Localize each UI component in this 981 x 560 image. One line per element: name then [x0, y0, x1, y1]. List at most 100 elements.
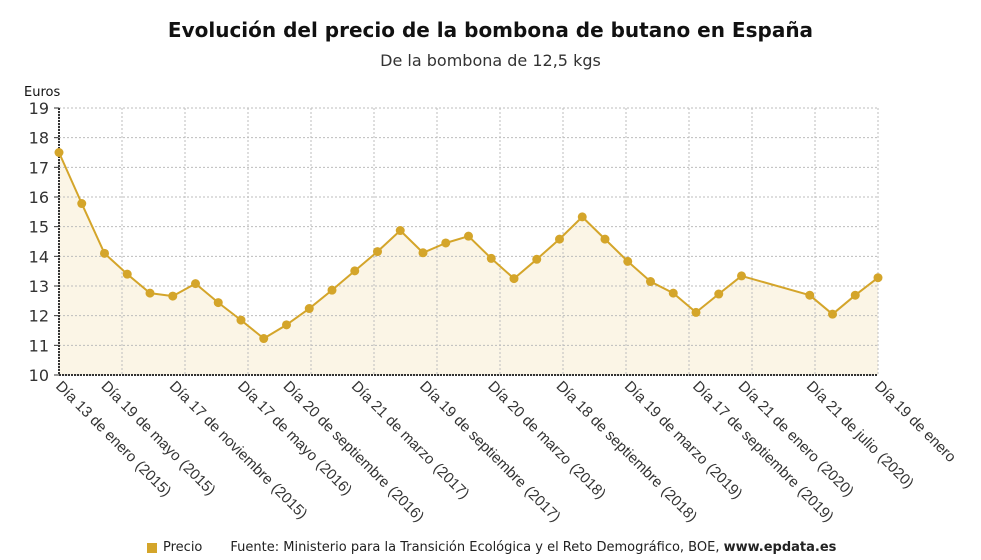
x-tick-label-line2: (2017) [521, 483, 564, 526]
x-tick-label-line2: (2020) [874, 449, 917, 492]
data-point [464, 231, 473, 241]
series-line-segment [558, 216, 583, 240]
data-point [532, 254, 542, 264]
data-point [555, 234, 564, 244]
x-tick-label-line2: (2018) [658, 483, 701, 526]
series-line-segment [80, 203, 106, 254]
legend-swatch [147, 543, 157, 553]
data-point [122, 269, 132, 279]
x-tick-label-line2: (2019) [794, 483, 837, 526]
data-point [54, 148, 64, 157]
data-point [646, 277, 655, 287]
x-tick-label-line2: (2015) [176, 456, 219, 499]
series-line-segment [490, 257, 515, 280]
y-tick-label: 10 [29, 366, 49, 385]
x-tick-label-text: Día 20 de marzo(2018) [484, 378, 609, 503]
area-fill [59, 152, 878, 375]
series-line-segment [58, 152, 83, 204]
series-line-segment [285, 307, 310, 326]
series-line-segment [695, 293, 720, 314]
y-tick-label: 15 [29, 218, 49, 237]
x-tick-label-line2: (2019) [703, 460, 746, 503]
y-axis-label: Euros [24, 85, 60, 100]
data-point [259, 334, 269, 344]
y-tick-label: 12 [29, 307, 49, 326]
series-line-segment [376, 229, 401, 253]
source-text: Fuente: Ministerio para la Transición Ec… [230, 540, 724, 555]
data-point [77, 199, 87, 209]
series-line-segment [672, 292, 697, 314]
legend-label: Precio [163, 540, 203, 555]
series-line-segment [831, 294, 856, 315]
series-line-segment [627, 260, 652, 283]
series-line-segment [513, 258, 538, 280]
data-point [350, 266, 360, 276]
series-line-segment [240, 319, 265, 340]
x-tick-label-line1: Día 13 de enero [52, 378, 140, 466]
data-point [850, 290, 860, 300]
data-point [668, 288, 678, 298]
data-point [828, 309, 837, 319]
series-line-segment [103, 252, 128, 275]
data-point [327, 285, 337, 295]
data-point [714, 289, 724, 299]
data-point [373, 247, 382, 257]
y-tick-label: 19 [29, 99, 49, 118]
data-point [805, 290, 815, 300]
series-line-segment [126, 273, 151, 294]
x-tick-label: Día 17 de noviembre(2015) [166, 378, 311, 523]
x-tick-label-text: Día 18 de septiembre(2018) [553, 378, 701, 526]
series-line-segment [854, 276, 879, 296]
x-tick-label-line2: (2016) [313, 456, 356, 499]
data-point [100, 248, 109, 258]
x-tick-label: Día 18 de septiembre(2018) [553, 378, 701, 526]
series-line-segment [741, 274, 811, 297]
x-tick-label-text: Día 19 de marzo(2019) [621, 378, 746, 503]
y-tick-label: 17 [29, 158, 49, 177]
data-point [145, 288, 155, 298]
data-point [282, 320, 291, 330]
series-line-segment [467, 235, 492, 260]
data-point [486, 253, 496, 263]
x-tick-label: Día 19 de marzo(2019) [621, 378, 746, 503]
y-tick-label: 14 [29, 247, 49, 266]
source-site: www.epdata.es [723, 540, 837, 555]
y-tick-label: 16 [29, 188, 49, 207]
data-point [304, 304, 314, 314]
series-line-segment [331, 270, 356, 291]
data-point [737, 271, 746, 281]
data-point [600, 234, 610, 244]
data-point [577, 212, 587, 222]
data-point [441, 238, 451, 248]
x-tick-label-line2: (2015) [268, 480, 311, 523]
x-tick-label-text: Día 17 de noviembre(2015) [166, 378, 311, 523]
data-point [191, 279, 200, 289]
x-tick-label-line2: (2020) [814, 457, 857, 500]
legend: Precio Fuente: Ministerio para la Transi… [147, 540, 836, 556]
x-tick-label: Día 19 de septiembre(2017) [416, 378, 564, 526]
x-tick-label: Día 20 de marzo(2018) [484, 378, 609, 503]
series-line-segment [217, 301, 242, 321]
x-tick-label-line2: (2017) [430, 460, 473, 503]
x-tick-label-text: Día 21 de marzo(2017) [348, 378, 473, 503]
x-tick-label-line2: (2015) [132, 457, 175, 500]
series-line-segment [399, 229, 424, 254]
series-line-segment [718, 275, 743, 295]
data-point [236, 315, 246, 325]
data-point [691, 307, 701, 317]
x-tick-label-line2: (2016) [385, 483, 428, 526]
y-tick-label: 18 [29, 129, 49, 148]
data-point [418, 248, 428, 258]
x-tick-label-line2: (2018) [566, 460, 609, 503]
data-point [509, 274, 519, 284]
data-point [213, 298, 223, 308]
chart-title: Evolución del precio de la bombona de bu… [167, 18, 814, 42]
data-point [623, 256, 633, 266]
data-point [873, 273, 883, 283]
series-line-segment [354, 250, 379, 272]
series-line-segment [581, 216, 606, 240]
y-tick-label: 11 [29, 336, 49, 355]
source-note: Fuente: Ministerio para la Transición Ec… [230, 540, 836, 556]
